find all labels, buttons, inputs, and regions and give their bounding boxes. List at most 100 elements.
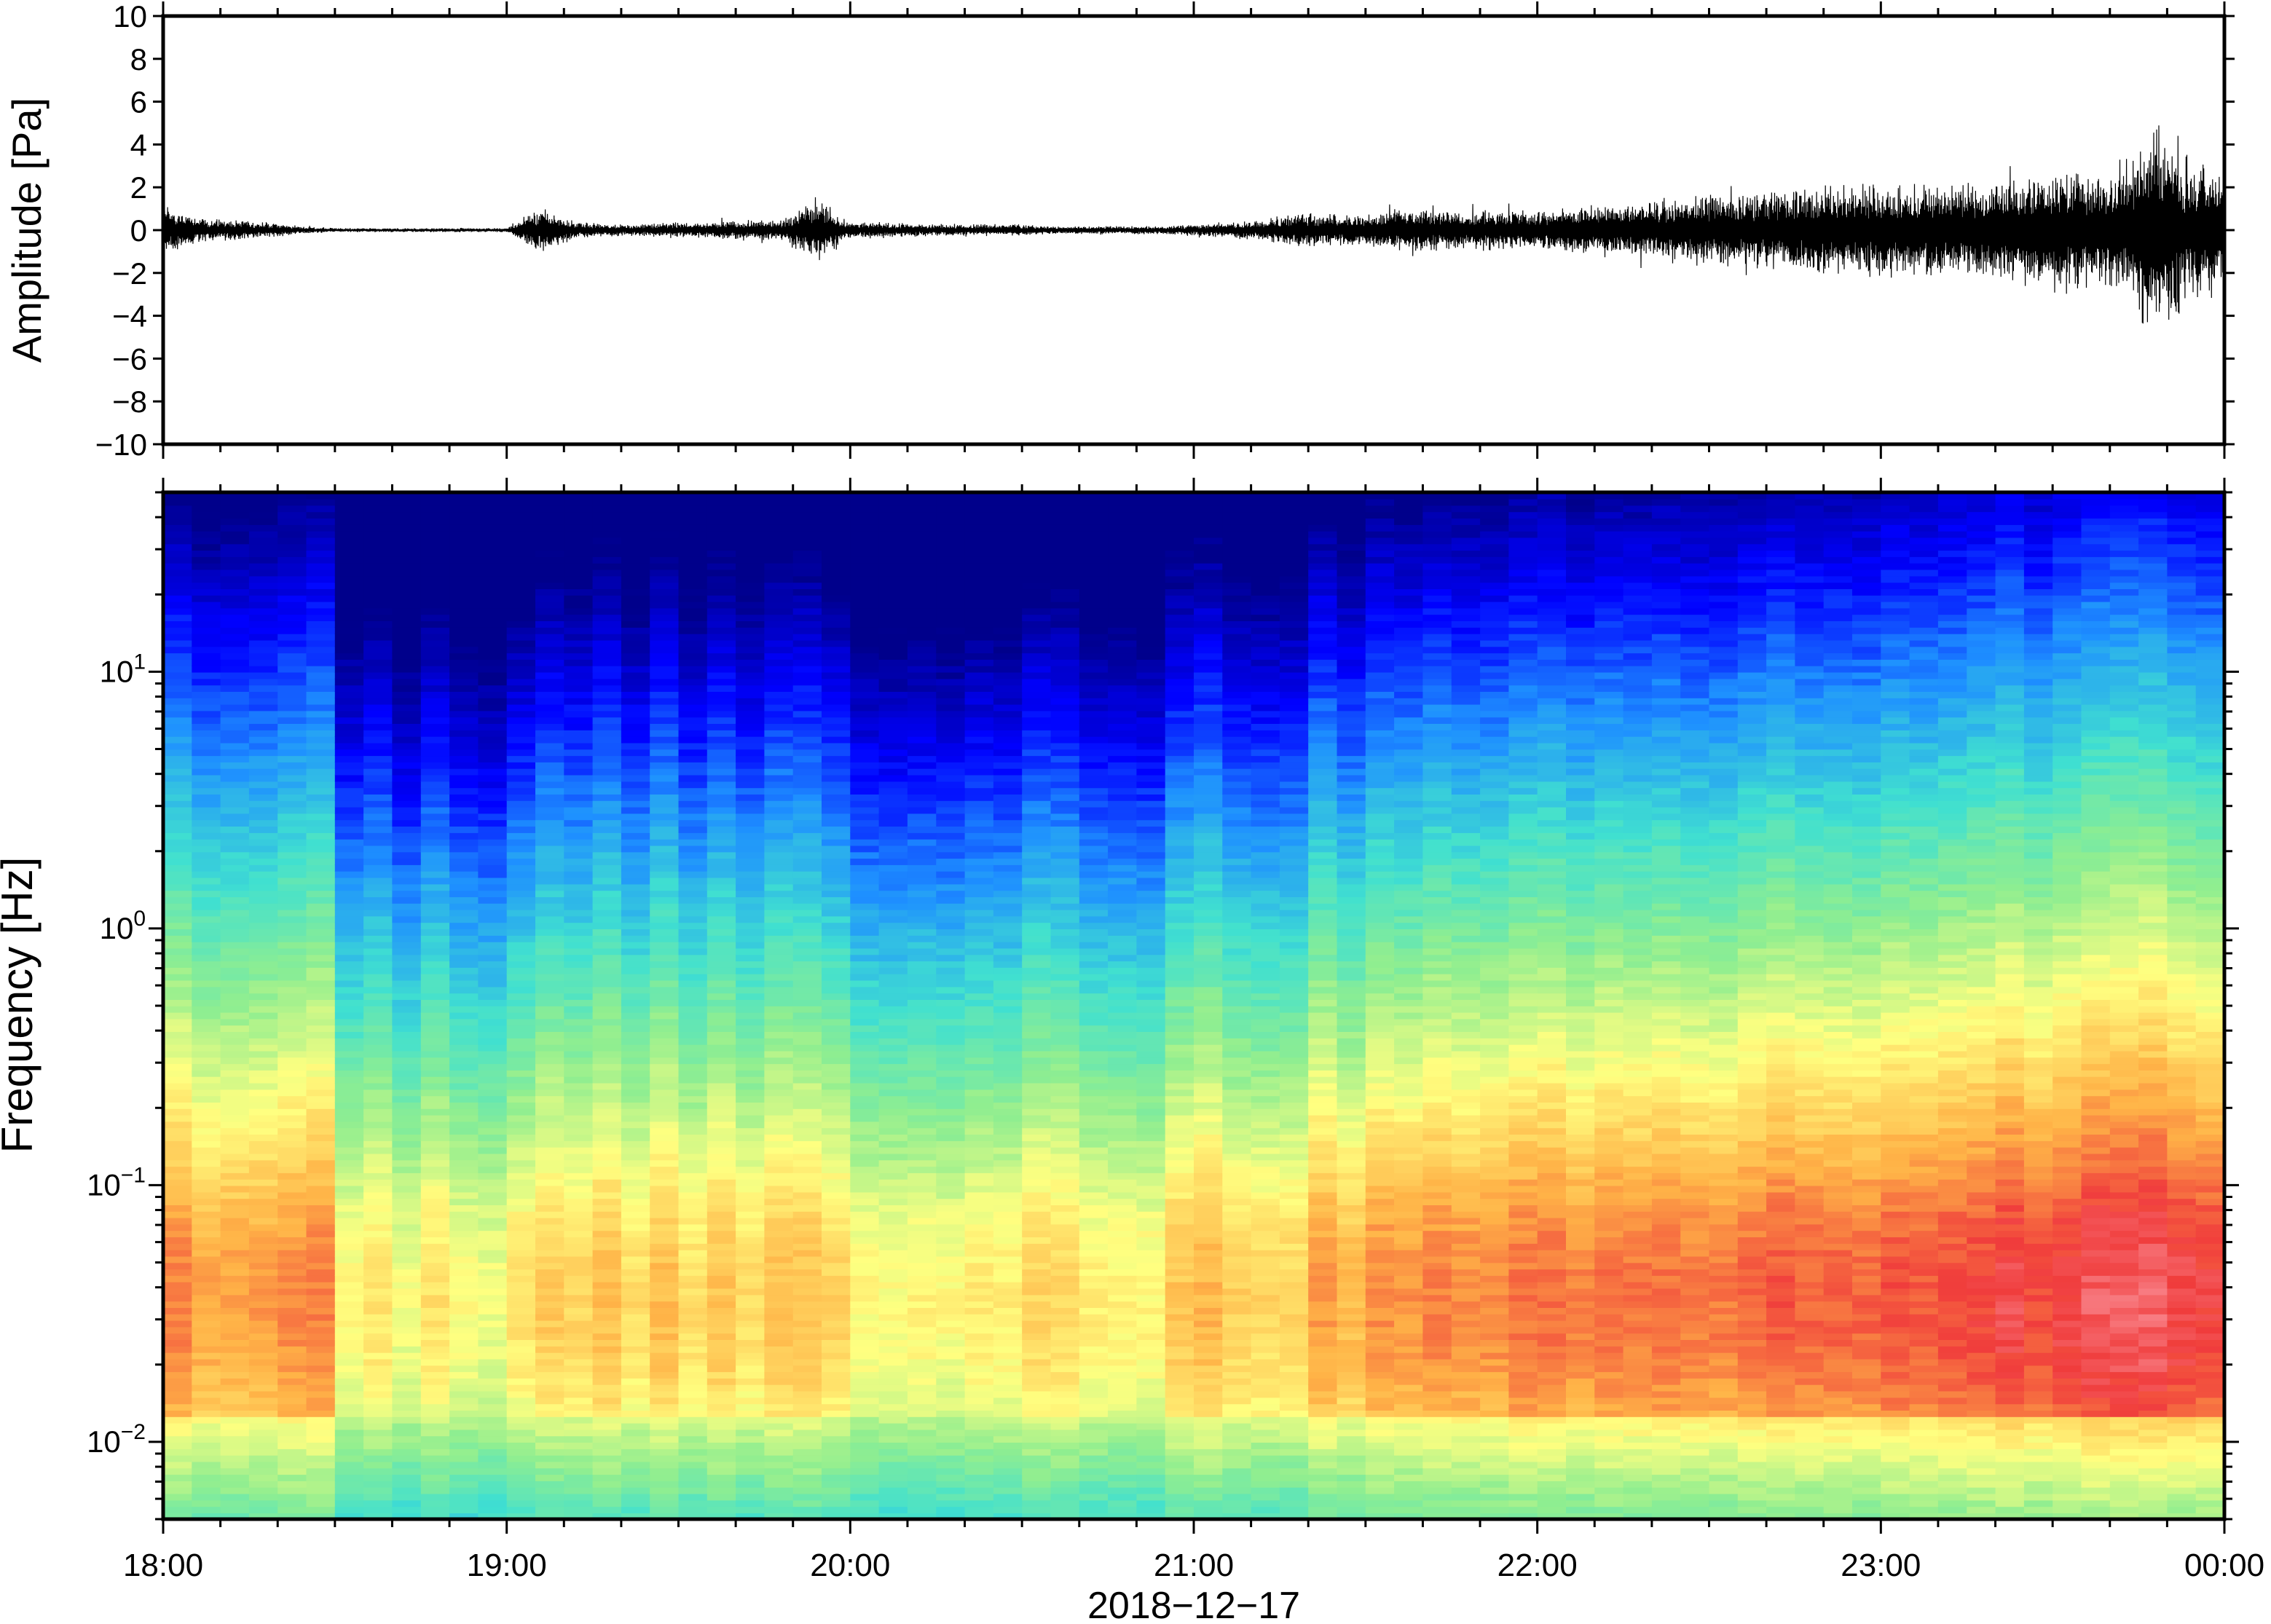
spectrogram-cell [449,787,479,795]
spectrogram-cell [792,1063,822,1071]
spectrogram-cell [764,1191,794,1199]
spectrogram-cell [449,1384,479,1392]
spectrogram-cell [192,896,221,904]
spectrogram-cell [850,588,880,596]
waveform-y-tick-label: −8 [112,385,147,419]
spectrogram-cell [220,1429,250,1437]
spectrogram-cell [248,1076,278,1084]
spectrogram-cell [506,1493,536,1501]
spectrogram-cell [592,896,622,904]
spectrogram-cell [850,883,880,891]
spectrogram-cell [764,671,794,679]
spectrogram-cell [936,961,966,968]
spectrogram-cell [736,665,765,673]
spectrogram-cell [449,1339,479,1347]
spectrogram-cell [764,1205,794,1212]
spectrogram-cell [420,723,450,730]
spectrogram-cell [822,601,851,609]
spectrogram-cell [163,1159,193,1167]
spectrogram-cell [420,1416,450,1424]
spectrogram-cell [707,883,736,891]
spectrogram-cell [736,1205,765,1212]
spectrogram-cell [936,537,966,545]
spectrogram-cell [334,742,364,750]
spectrogram-cell [220,1481,250,1488]
spectrogram-cell [936,794,966,801]
spectrogram-cell [936,1249,966,1257]
spectrogram-cell [792,1422,822,1430]
spectrogram-cell [449,813,479,821]
spectrogram-cell [420,915,450,923]
spectrogram-cell [535,730,565,737]
spectrogram-cell [936,800,966,808]
spectrogram-cell [478,730,508,737]
spectrogram-cell [822,929,851,936]
spectrogram-cell [278,1243,307,1250]
spectrogram-cell [707,1223,736,1231]
spectrogram-cell [392,1429,422,1437]
spectrogram-cell [878,1134,908,1141]
spectrogram-cell [736,1108,765,1116]
spectrogram-cell [736,781,765,789]
spectrogram-cell [736,1499,765,1507]
spectrogram-cell [306,1121,336,1129]
spectrogram-cell [278,518,307,525]
spectrogram-cell [878,1378,908,1385]
spectrogram-cell [478,505,508,513]
spectrogram-cell [564,1454,594,1462]
spectrogram-cell [334,1371,364,1379]
spectrogram-cell [592,653,622,660]
spectrogram-cell [334,806,364,814]
spectrogram-cell [449,986,479,994]
spectrogram-cell [334,1467,364,1475]
spectrogram-cell [420,659,450,666]
spectrogram-cell [621,1172,650,1180]
spectrogram-cell [878,1499,908,1507]
spectrogram-cell [650,1217,680,1225]
spectrogram-cell [764,999,794,1006]
spectrogram-cell [621,967,650,974]
spectrogram-cell [650,1506,680,1513]
spectrogram-cell [363,1397,393,1405]
spectrogram-cell [878,1486,908,1494]
spectrogram-cell [506,665,536,673]
spectrogram-cell [707,1185,736,1193]
spectrogram-cell [163,595,193,602]
spectrogram-cell [535,781,565,789]
spectrogram-cell [220,800,250,808]
spectrogram-cell [764,498,794,506]
spectrogram-cell [449,1269,479,1276]
spectrogram-cell [449,698,479,705]
spectrogram-cell [564,883,594,891]
spectrogram-cell [792,954,822,962]
spectrogram-cell [392,870,422,878]
spectrogram-cell [478,1230,508,1237]
spectrogram-cell [564,826,594,833]
spectrogram-cell [306,1358,336,1366]
spectrogram-cell [621,781,650,789]
spectrogram-cell [334,1223,364,1231]
spectrogram-cell [334,1249,364,1257]
spectrogram-cell [220,710,250,718]
spectrogram-cell [392,601,422,609]
spectrogram-cell [220,524,250,532]
spectrogram-cell [993,870,1023,878]
spectrogram-cell [363,1416,393,1424]
spectrogram-cell [878,1025,908,1032]
spectrogram-cell [535,685,565,692]
spectrogram-cell [478,1378,508,1385]
spectrogram-cell [764,530,794,538]
spectrogram-cell [792,1237,822,1244]
spectrogram-cell [850,1326,880,1334]
spectrogram-cell [163,1288,193,1296]
spectrogram-cell [621,1243,650,1250]
spectrogram-cell [192,1326,221,1334]
spectrogram-cell [878,800,908,808]
spectrogram-cell [363,915,393,923]
spectrogram-cell [936,601,966,609]
spectrogram-cell [964,671,994,679]
spectrogram-cell [736,505,765,513]
spectrogram-cell [420,864,450,872]
spectrogram-cell [449,1198,479,1205]
